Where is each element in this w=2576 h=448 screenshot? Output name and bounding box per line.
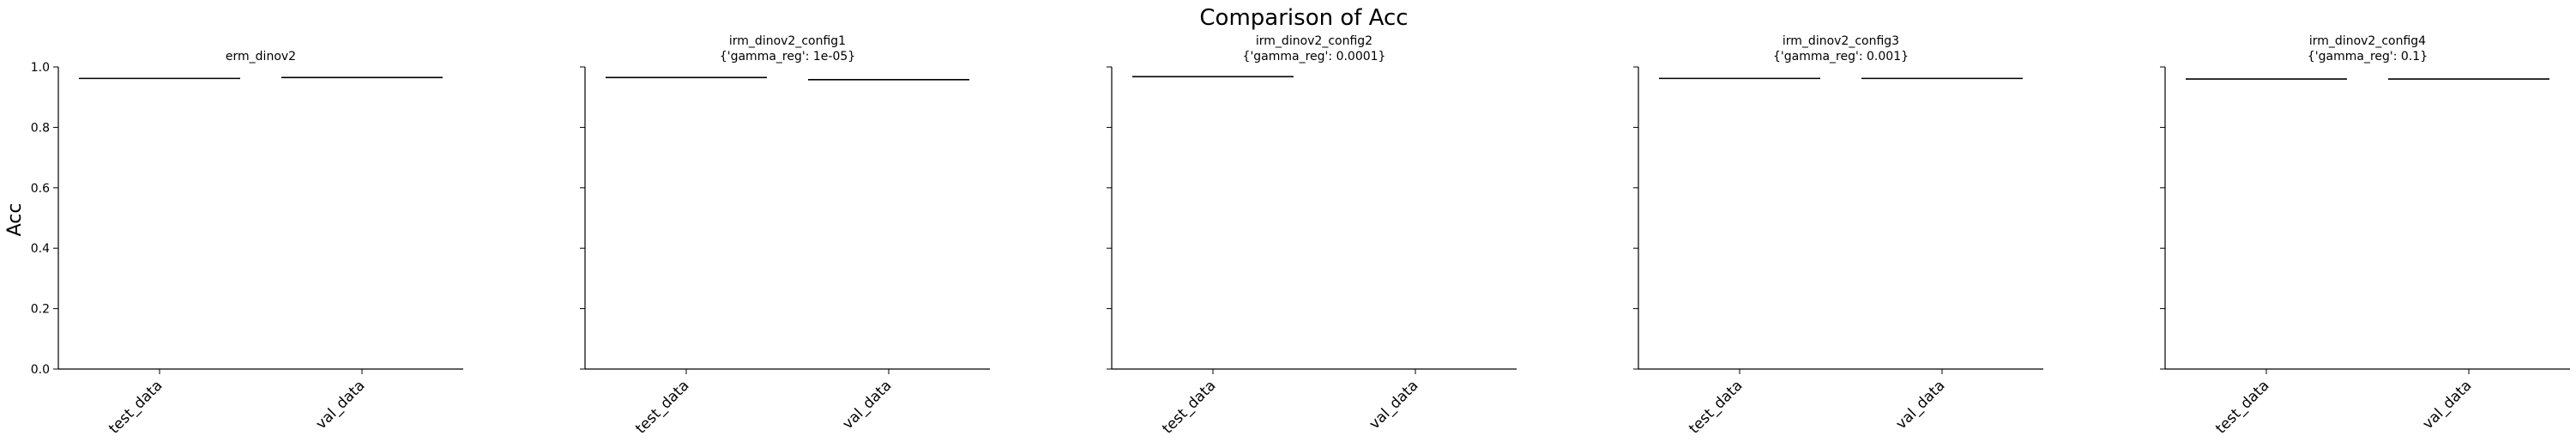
subplot-subtitle: {'gamma_reg': 0.1} <box>2308 50 2428 64</box>
y-tick-label: 0.4 <box>31 242 50 256</box>
y-axis-label: Acc <box>4 203 26 237</box>
subplot-subtitle: {'gamma_reg': 1e-05} <box>720 50 855 64</box>
figure-title: Comparison of Acc <box>1199 5 1408 31</box>
x-tick-label: test_data <box>1159 377 1219 437</box>
x-tick-label: val_data <box>2419 377 2475 433</box>
x-tick-label: test_data <box>1686 377 1746 437</box>
panels: erm_dinov2 0.0 0.2 0.4 0.6 0.8 1.0 test_data val… <box>31 34 2570 438</box>
subplot-title: irm_dinov2_config2 <box>1256 34 1372 48</box>
x-tick-label: test_data <box>632 377 692 437</box>
subplot-4: irm_dinov2_config3 {'gamma_reg': 0.001} te… <box>1633 34 2043 438</box>
subplot-5: irm_dinov2_config4 {'gamma_reg': 0.1} test… <box>2160 34 2570 438</box>
subplot-title: irm_dinov2_config1 <box>729 34 846 48</box>
subplot-subtitle: {'gamma_reg': 0.0001} <box>1243 50 1386 64</box>
x-tick-label: val_data <box>1366 377 1421 433</box>
subplot-title: irm_dinov2_config3 <box>1783 34 1899 48</box>
subplot-title: erm_dinov2 <box>226 50 296 64</box>
x-tick-label: val_data <box>1892 377 1948 433</box>
x-tick-label: val_data <box>312 377 368 433</box>
x-tick-label: test_data <box>106 377 166 437</box>
subplot-2: irm_dinov2_config1 {'gamma_reg': 1e-05} te… <box>580 34 990 438</box>
x-tick-label: test_data <box>2212 377 2272 437</box>
y-tick-label: 0.2 <box>31 303 50 317</box>
subplot-subtitle: {'gamma_reg': 0.001} <box>1773 50 1909 64</box>
y-tick-label: 0.6 <box>31 182 50 196</box>
subplot-3: irm_dinov2_config2 {'gamma_reg': 0.0001} t… <box>1107 34 1517 438</box>
x-tick-label: val_data <box>839 377 895 433</box>
y-tick-label: 0.8 <box>31 121 50 135</box>
subplot-title: irm_dinov2_config4 <box>2309 34 2426 48</box>
y-tick-label: 0.0 <box>31 363 50 377</box>
subplot-1: erm_dinov2 0.0 0.2 0.4 0.6 0.8 1.0 test_data val… <box>31 50 463 438</box>
y-tick-label: 1.0 <box>31 61 50 75</box>
